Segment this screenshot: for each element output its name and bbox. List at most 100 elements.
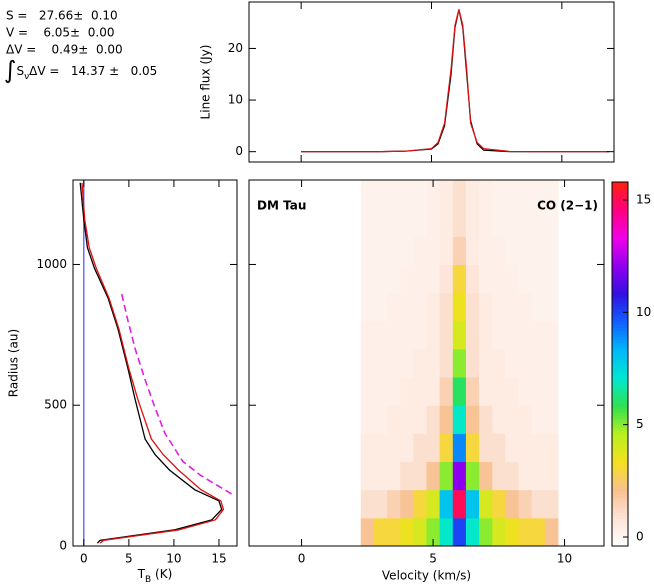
colorbar-segment xyxy=(612,212,628,216)
heatmap-cell xyxy=(505,320,520,350)
heatmap-cell xyxy=(439,292,454,322)
heatmap-cell xyxy=(413,489,427,519)
colorbar-segment xyxy=(612,400,628,404)
heatmap-cell xyxy=(492,377,506,406)
colorbar-segment xyxy=(612,451,628,456)
heatmap-cell xyxy=(413,320,427,350)
heatmap-cell xyxy=(413,236,427,265)
x-axis-label: TB (K) xyxy=(137,567,173,584)
heatmap-cell xyxy=(518,292,533,322)
heatmap-cell xyxy=(452,208,467,237)
colorbar-tick-label: 10 xyxy=(636,305,651,319)
colorbar-segment xyxy=(612,379,628,383)
heatmap-cell xyxy=(492,292,506,322)
heatmap-cell xyxy=(400,180,414,209)
colorbar-segment xyxy=(612,276,628,280)
colorbar-segment xyxy=(612,524,628,529)
colorbar-segment xyxy=(612,303,628,307)
heatmap-cell xyxy=(465,180,480,209)
colorbar-segment xyxy=(612,455,628,459)
heatmap-cell xyxy=(387,236,401,265)
heatmap-cell xyxy=(531,208,546,237)
heatmap-cell xyxy=(465,433,480,463)
colorbar-segment xyxy=(612,336,628,341)
colorbar-segment xyxy=(612,218,628,222)
heatmap-cell xyxy=(492,180,506,209)
colorbar-segment xyxy=(612,300,628,304)
colorbar-segment xyxy=(612,266,628,271)
colorbar-segment xyxy=(612,467,628,471)
heatmap-cell xyxy=(531,180,546,209)
profile-line xyxy=(120,293,233,495)
heatmap-cell xyxy=(400,433,414,463)
heatmap-cell xyxy=(360,264,375,294)
annotation-part: S xyxy=(17,64,25,78)
heatmap-cell xyxy=(439,517,454,547)
colorbar-segment xyxy=(612,197,628,201)
heatmap-cell xyxy=(505,461,520,491)
colorbar-segment xyxy=(612,297,628,301)
colorbar-segment xyxy=(612,409,628,413)
heatmap-cell xyxy=(544,208,559,237)
colorbar-segment xyxy=(612,418,628,423)
colorbar-segment xyxy=(612,236,628,241)
heatmap-cell xyxy=(400,461,414,491)
heatmap-cell xyxy=(413,517,427,547)
heatmap-cell xyxy=(505,517,520,547)
heatmap-cell xyxy=(531,489,546,519)
colorbar-segment xyxy=(612,448,628,453)
heatmap-cell xyxy=(479,208,493,237)
colorbar-segment xyxy=(612,188,628,192)
heatmap-cell xyxy=(452,461,467,491)
colorbar-segment xyxy=(612,485,628,489)
heatmap-cell xyxy=(492,236,506,265)
heatmap-cell xyxy=(360,348,375,378)
heatmap-cell xyxy=(373,377,388,406)
heatmap-cell xyxy=(452,405,467,434)
x-tick-label: 5 xyxy=(125,552,133,566)
heatmap-cell xyxy=(373,405,388,434)
heatmap-cell xyxy=(479,236,493,265)
heatmap-cell xyxy=(373,208,388,237)
heatmap-cell xyxy=(531,348,546,378)
heatmap-cell xyxy=(360,461,375,491)
heatmap-cell xyxy=(426,461,441,491)
heatmap-cell xyxy=(426,264,441,294)
heatmap-cell xyxy=(505,377,520,406)
heatmap-cell xyxy=(373,180,388,209)
heatmap-cell xyxy=(492,208,506,237)
heatmap-cell xyxy=(505,489,520,519)
colorbar-segment xyxy=(612,242,628,247)
colorbar-segment xyxy=(612,536,628,541)
colorbar-segment xyxy=(612,269,628,274)
heatmap-cell xyxy=(387,292,401,322)
colorbar-segment xyxy=(612,251,628,256)
heatmap-cell xyxy=(387,405,401,434)
colorbar-segment xyxy=(612,530,628,535)
colorbar-segment xyxy=(612,342,628,347)
x-tick-label: 15 xyxy=(211,552,226,566)
colorbar-segment xyxy=(612,388,628,392)
heatmap-cell xyxy=(387,208,401,237)
heatmap-cell xyxy=(531,517,546,547)
heatmap-cell xyxy=(505,292,520,322)
heatmap-cell xyxy=(452,320,467,350)
colorbar-segment xyxy=(612,360,628,365)
colorbar-segment xyxy=(612,458,628,462)
y-tick-label: 500 xyxy=(44,398,67,412)
heatmap-cell xyxy=(439,433,454,463)
fit-annotation: ∫SνΔV = 14.37 ± 0.05 xyxy=(4,56,157,84)
heatmap-cell xyxy=(413,433,427,463)
heatmap-cell xyxy=(426,180,441,209)
colorbar-segment xyxy=(612,263,628,268)
colorbar-segment xyxy=(612,506,628,510)
colorbar-segment xyxy=(612,367,628,371)
heatmap-cell xyxy=(465,377,480,406)
heatmap-cell xyxy=(518,264,533,294)
colorbar-segment xyxy=(612,527,628,532)
heatmap-cell xyxy=(360,180,375,209)
heatmap-cell xyxy=(531,292,546,322)
heatmap-cell xyxy=(373,461,388,491)
heatmap-cell xyxy=(452,292,467,322)
heatmap-cell xyxy=(479,348,493,378)
